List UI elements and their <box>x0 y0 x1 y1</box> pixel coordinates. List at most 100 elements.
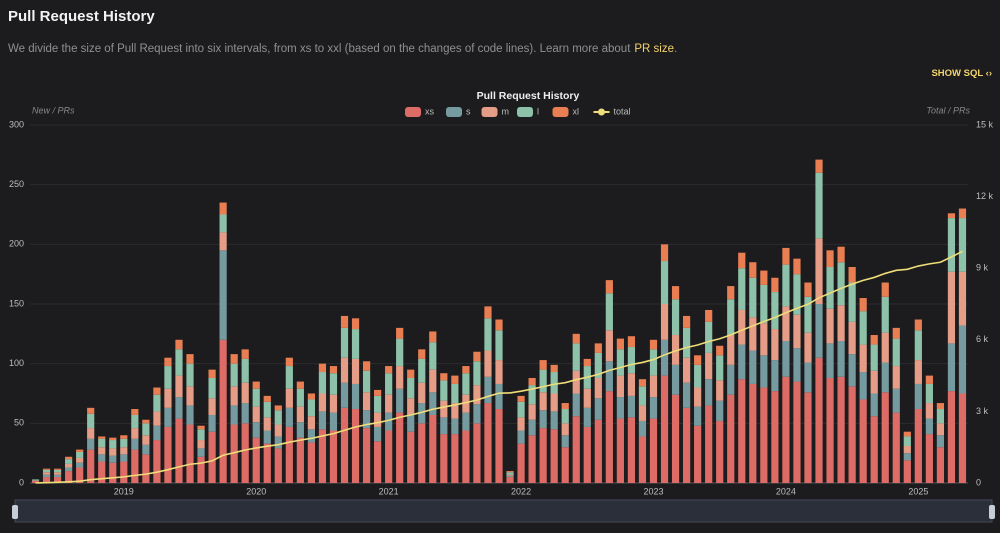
zoom-handle[interactable] <box>989 505 995 519</box>
bar-segment <box>848 282 856 322</box>
bar-segment <box>374 441 382 483</box>
bar-segment <box>76 451 84 458</box>
bar-segment <box>484 306 492 319</box>
bar-segment <box>947 213 956 219</box>
bar-segment <box>815 238 823 304</box>
bar-segment <box>473 423 481 483</box>
bar-segment <box>892 366 900 389</box>
bar-segment <box>120 454 128 462</box>
bar-segment <box>252 422 260 438</box>
bar-segment <box>42 472 51 475</box>
bar-segment <box>583 388 591 408</box>
bar-segment <box>738 268 746 310</box>
bar-segment <box>351 358 360 384</box>
bar-segment <box>418 349 426 359</box>
bar-segment <box>164 426 172 483</box>
bar-segment <box>826 267 834 309</box>
y2-tick-label: 15 k <box>976 119 994 129</box>
y-tick-label: 300 <box>9 119 24 129</box>
bar-segment <box>848 386 856 483</box>
bar-segment <box>683 382 691 408</box>
bar-segment <box>925 418 933 435</box>
bar-segment <box>374 389 382 396</box>
bar-segment <box>142 454 150 483</box>
bar-segment <box>407 369 415 378</box>
bar-segment <box>329 394 338 413</box>
bar-segment <box>418 403 426 424</box>
bar-segment <box>561 435 569 448</box>
bar-segment <box>98 447 106 455</box>
bar-segment <box>572 416 580 483</box>
bar-segment <box>175 397 183 419</box>
bar-segment <box>385 366 393 374</box>
bar-segment <box>815 357 823 483</box>
bar-segment <box>263 417 271 431</box>
bar-segment <box>362 392 371 411</box>
bar-segment <box>109 437 117 441</box>
bar-segment <box>120 461 128 483</box>
bar-segment <box>594 343 602 353</box>
bar-segment <box>484 403 492 483</box>
bar-segment <box>462 373 470 395</box>
bar-segment <box>385 394 393 413</box>
bar-segment <box>771 277 779 293</box>
x-tick-label: 2021 <box>379 486 399 496</box>
bar-segment <box>804 296 812 333</box>
bar-segment <box>252 437 260 483</box>
bar-segment <box>65 459 73 464</box>
bar-segment <box>186 363 194 387</box>
show-sql-button[interactable]: SHOW SQL ‹› <box>931 68 992 79</box>
bar-segment <box>506 472 514 475</box>
zoom-slider[interactable] <box>14 499 993 523</box>
bar-segment <box>528 377 536 386</box>
bar-segment <box>53 468 62 470</box>
bar-segment <box>749 262 757 278</box>
bar-segment <box>605 330 613 362</box>
bar-segment <box>131 414 139 429</box>
bar-segment <box>561 409 569 424</box>
bar-segment <box>186 386 194 406</box>
bar-segment <box>649 375 658 398</box>
y2-tick-label: 6 k <box>976 334 989 344</box>
bar-segment <box>605 293 613 331</box>
bar-segment <box>627 336 636 347</box>
bar-segment <box>793 314 801 349</box>
bar-segment <box>892 338 900 367</box>
bar-segment <box>826 377 834 483</box>
bar-segment <box>627 346 636 374</box>
bar-segment <box>407 414 415 432</box>
bar-segment <box>164 366 172 389</box>
bar-segment <box>230 405 238 425</box>
bar-segment <box>936 447 945 483</box>
bar-segment <box>197 425 205 430</box>
legend-label: l <box>537 106 539 116</box>
bar-segment <box>318 393 327 412</box>
bar-segment <box>285 366 293 389</box>
bar-segment <box>638 420 647 437</box>
bar-segment <box>396 388 404 413</box>
bar-segment <box>120 435 128 439</box>
bar-segment <box>771 329 779 361</box>
y2-tick-label: 3 k <box>976 406 989 416</box>
link[interactable]: PR size <box>634 43 675 55</box>
bar-segment <box>892 412 900 483</box>
legend-icon <box>481 107 498 117</box>
bar-segment <box>76 457 84 463</box>
bar-segment <box>903 453 911 461</box>
bar-segment <box>561 447 569 483</box>
zoom-handle[interactable] <box>12 505 18 519</box>
bar-segment <box>506 475 514 478</box>
bar-segment <box>881 332 889 363</box>
bar-segment <box>815 172 823 239</box>
bar-segment <box>914 383 922 410</box>
bar-segment <box>870 393 878 417</box>
bar-segment <box>616 397 624 419</box>
bar-segment <box>241 382 249 404</box>
bar-segment <box>782 264 790 307</box>
legend-label: m <box>502 106 510 116</box>
bar-segment <box>186 405 194 425</box>
bar-segment <box>219 250 227 340</box>
bar-segment <box>826 250 834 268</box>
x-tick-label: 2020 <box>246 486 266 496</box>
